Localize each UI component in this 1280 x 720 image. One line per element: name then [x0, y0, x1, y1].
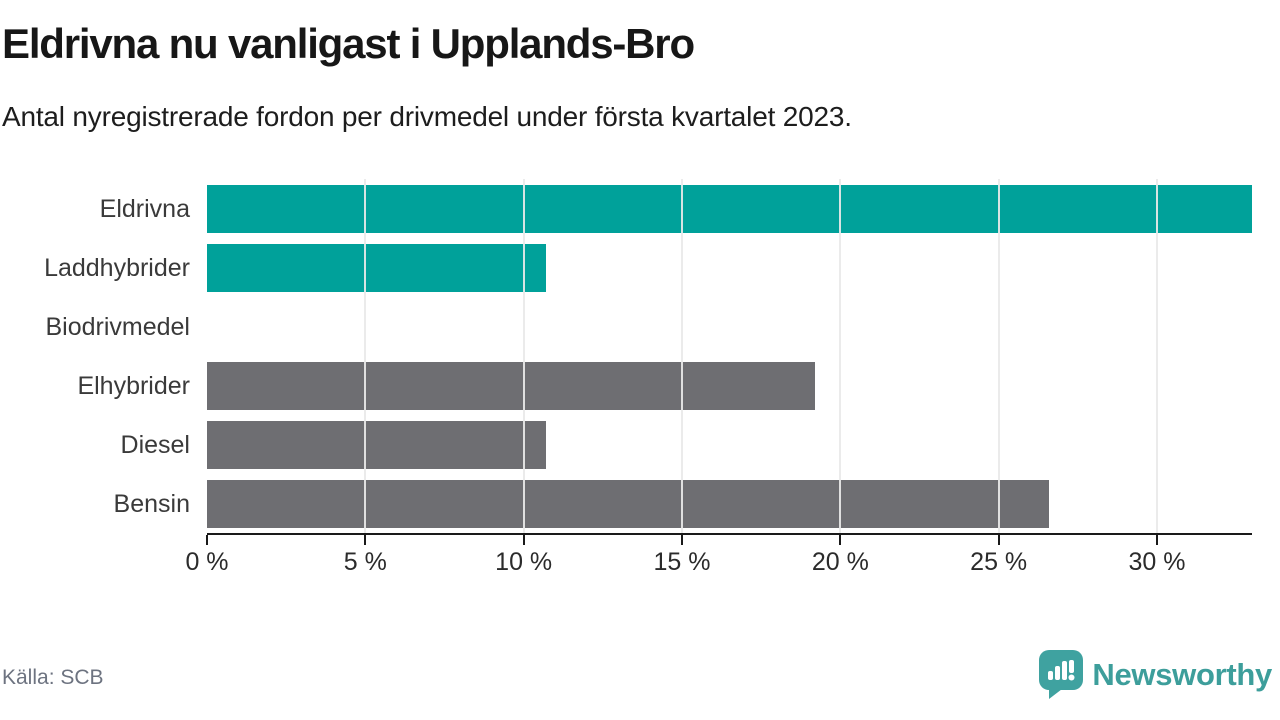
category-label-eldrivna: Eldrivna: [99, 195, 190, 223]
x-tick-30: [1156, 535, 1158, 545]
x-tick-15: [681, 535, 683, 545]
bar-eldrivna: [207, 185, 1252, 233]
x-tick-label-15: 15 %: [653, 548, 711, 576]
bar-laddhybrider: [207, 244, 546, 292]
y-axis-category-labels: Eldrivna Laddhybrider Biodrivmedel Elhybrid…: [0, 179, 190, 533]
category-label-laddhybrider: Laddhybrider: [44, 254, 190, 282]
gridline-30: [1156, 179, 1158, 533]
source-note: Källa: SCB: [2, 666, 104, 689]
gridline-5: [364, 179, 367, 533]
category-label-biodrivmedel: Biodrivmedel: [45, 313, 190, 341]
gridline-10: [522, 179, 525, 533]
x-tick-label-10: 10 %: [495, 548, 553, 576]
bar-bensin: [207, 480, 1050, 528]
gridline-25: [997, 179, 1000, 533]
plot-area: [207, 179, 1252, 533]
x-tick-20: [839, 535, 842, 545]
newsworthy-logo: Newsworthy: [1039, 650, 1272, 700]
x-tick-10: [522, 535, 525, 545]
chart-title: Eldrivna nu vanligast i Upplands-Bro: [2, 20, 695, 67]
newsworthy-logo-text: Newsworthy: [1092, 657, 1272, 692]
x-tick-5: [364, 535, 367, 545]
x-tick-0: [206, 535, 208, 545]
x-tick-label-30: 30 %: [1128, 548, 1186, 576]
newsworthy-logo-icon: [1039, 650, 1084, 700]
bar-elhybrider: [207, 362, 815, 410]
category-label-elhybrider: Elhybrider: [77, 372, 190, 400]
bar-diesel: [207, 421, 546, 469]
x-tick-label-20: 20 %: [811, 548, 869, 576]
x-axis-line: [207, 533, 1252, 535]
gridline-20: [839, 179, 842, 533]
chart-subtitle: Antal nyregistrerade fordon per drivmede…: [2, 101, 852, 132]
x-tick-label-5: 5 %: [343, 548, 387, 576]
x-tick-label-25: 25 %: [970, 548, 1028, 576]
x-tick-25: [997, 535, 1000, 545]
category-label-bensin: Bensin: [113, 490, 190, 518]
x-tick-label-0: 0 %: [185, 548, 229, 576]
category-label-diesel: Diesel: [120, 431, 190, 459]
gridline-15: [681, 179, 683, 533]
